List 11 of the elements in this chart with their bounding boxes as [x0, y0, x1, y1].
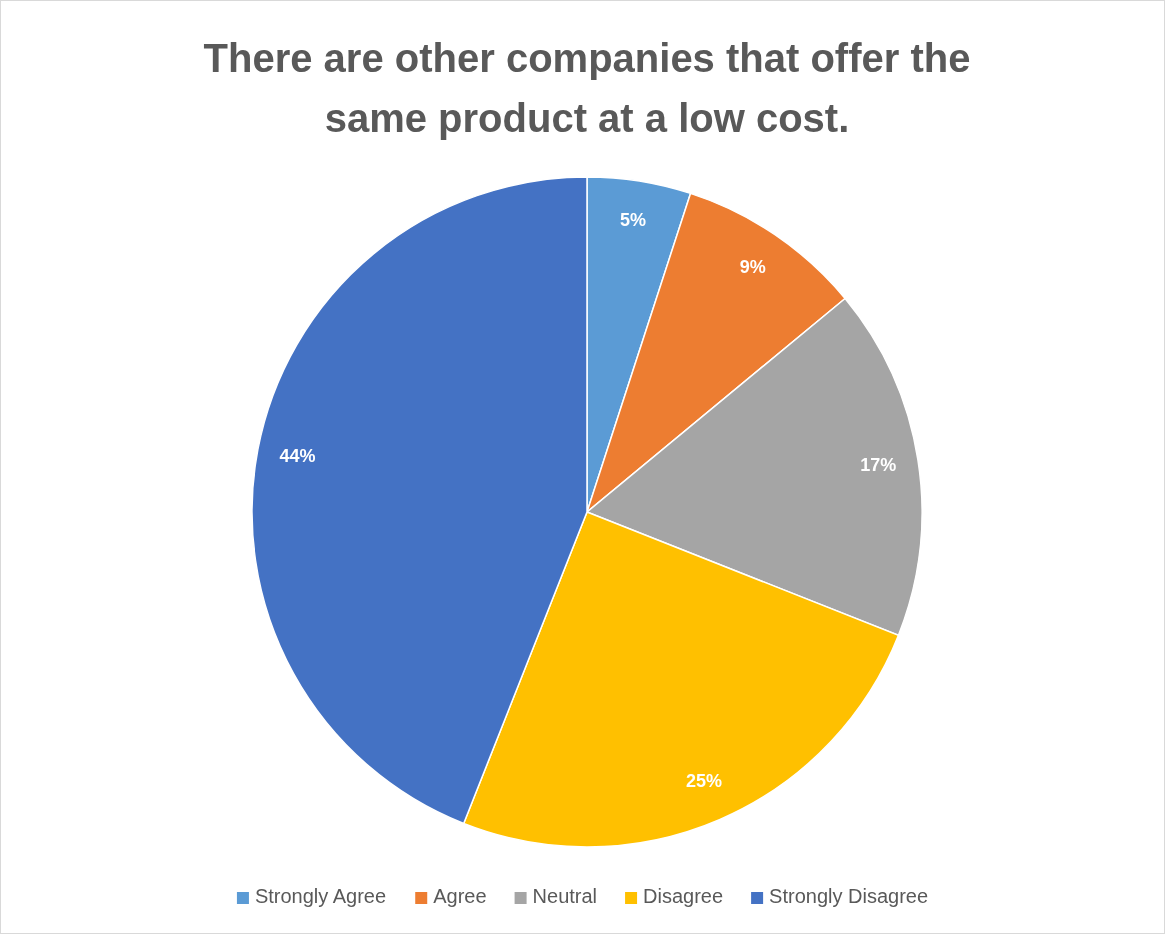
- legend-label: Strongly Disagree: [769, 885, 929, 908]
- data-label: 25%: [686, 771, 723, 792]
- data-label: 5%: [620, 209, 647, 230]
- legend-label: Strongly Agree: [254, 885, 387, 908]
- chart-title: There are other companies that offer the same product at a low cost.: [203, 36, 971, 140]
- data-label: 44%: [279, 445, 316, 466]
- legend-label: Disagree: [643, 885, 724, 908]
- data-label: 17%: [860, 454, 897, 475]
- legend-label: Neutral: [532, 885, 598, 908]
- legend-label: Agree: [433, 885, 487, 908]
- data-label: 9%: [739, 256, 766, 277]
